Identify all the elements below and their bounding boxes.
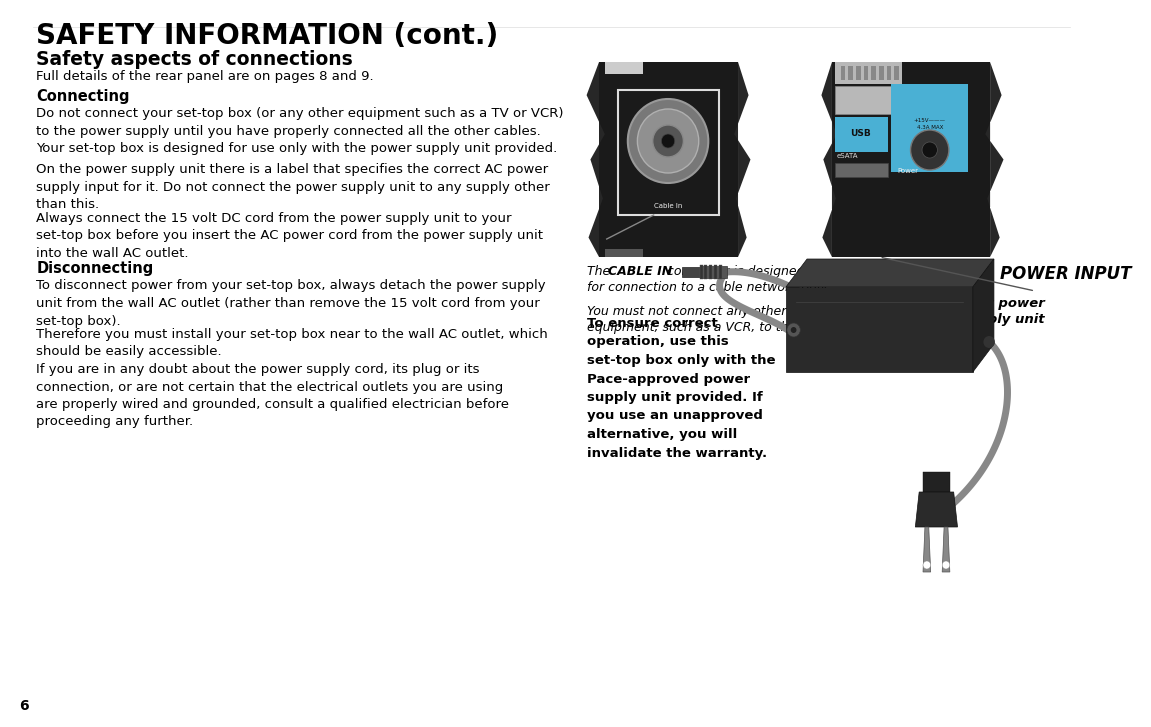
Bar: [886, 66, 891, 80]
Bar: [879, 66, 884, 80]
Bar: [604, 62, 643, 74]
Bar: [618, 90, 719, 215]
Circle shape: [943, 561, 950, 569]
Polygon shape: [923, 527, 931, 572]
Bar: [704, 265, 708, 279]
Text: 15 volt power: 15 volt power: [942, 297, 1045, 310]
Bar: [840, 66, 845, 80]
Text: To disconnect power from your set-top box, always detach the power supply
unit f: To disconnect power from your set-top bo…: [37, 279, 546, 327]
Text: If you are in any doubt about the power supply cord, its plug or its
connection,: If you are in any doubt about the power …: [37, 363, 510, 428]
Polygon shape: [587, 62, 604, 257]
Bar: [894, 66, 899, 80]
Text: +15V———
4.3A MAX: +15V——— 4.3A MAX: [914, 119, 946, 129]
Polygon shape: [973, 259, 994, 372]
Text: Do not connect your set-top box (or any other equipment such as a TV or VCR)
to : Do not connect your set-top box (or any …: [37, 107, 564, 137]
Polygon shape: [985, 62, 1004, 257]
Text: connector is designed: connector is designed: [663, 265, 805, 278]
Circle shape: [662, 134, 674, 148]
Polygon shape: [923, 472, 950, 492]
Bar: [786, 287, 973, 372]
Circle shape: [638, 109, 699, 173]
Text: supply unit: supply unit: [961, 313, 1045, 326]
Bar: [871, 66, 876, 80]
Bar: [702, 266, 726, 278]
Text: To ensure correct
operation, use this
set-top box only with the
Pace-approved po: To ensure correct operation, use this se…: [587, 317, 775, 459]
Text: The: The: [587, 265, 613, 278]
Text: Cable In: Cable In: [654, 203, 683, 209]
Text: Your set-top box is designed for use only with the power supply unit provided.: Your set-top box is designed for use onl…: [37, 142, 558, 155]
Polygon shape: [734, 62, 750, 257]
Circle shape: [653, 125, 684, 157]
Bar: [834, 62, 902, 84]
Bar: [834, 86, 894, 114]
Text: USB: USB: [851, 129, 871, 139]
Circle shape: [983, 336, 994, 348]
Bar: [709, 265, 712, 279]
Bar: [848, 66, 853, 80]
Text: for connection to a cable network only.: for connection to a cable network only.: [587, 281, 830, 294]
Bar: [604, 249, 643, 257]
Text: Always connect the 15 volt DC cord from the power supply unit to your
set-top bo: Always connect the 15 volt DC cord from …: [37, 212, 543, 260]
Text: Disconnecting: Disconnecting: [37, 260, 154, 276]
Polygon shape: [786, 259, 994, 287]
Text: Full details of the rear panel are on pages 8 and 9.: Full details of the rear panel are on pa…: [37, 70, 374, 83]
Bar: [832, 62, 990, 257]
Bar: [700, 265, 702, 279]
Text: SAFETY INFORMATION (cont.): SAFETY INFORMATION (cont.): [37, 22, 498, 50]
Circle shape: [791, 327, 796, 333]
Bar: [834, 117, 887, 152]
Circle shape: [923, 561, 931, 569]
Text: POWER INPUT: POWER INPUT: [1000, 265, 1131, 283]
Circle shape: [922, 142, 937, 158]
Bar: [683, 267, 700, 277]
Polygon shape: [822, 62, 837, 257]
Bar: [599, 62, 738, 257]
Text: Power: Power: [897, 168, 918, 174]
Bar: [856, 66, 861, 80]
Bar: [891, 84, 968, 172]
Circle shape: [627, 99, 708, 183]
Text: equipment, such as a VCR, to this input.: equipment, such as a VCR, to this input.: [587, 321, 838, 334]
Bar: [719, 265, 722, 279]
Text: 6: 6: [20, 699, 29, 713]
Polygon shape: [915, 492, 958, 527]
Bar: [834, 163, 887, 177]
Text: CABLE IN: CABLE IN: [608, 265, 672, 278]
Text: Connecting: Connecting: [37, 89, 130, 104]
Text: eSATA: eSATA: [837, 153, 859, 159]
Text: You must not connect any other: You must not connect any other: [587, 305, 786, 318]
Bar: [714, 265, 717, 279]
Bar: [863, 66, 868, 80]
Text: Therefore you must install your set-top box near to the wall AC outlet, which
sh: Therefore you must install your set-top …: [37, 328, 548, 358]
Circle shape: [787, 323, 800, 337]
Circle shape: [910, 130, 948, 170]
Polygon shape: [943, 527, 950, 572]
Text: Safety aspects of connections: Safety aspects of connections: [37, 50, 353, 69]
Text: On the power supply unit there is a label that specifies the correct AC power
su: On the power supply unit there is a labe…: [37, 164, 550, 212]
